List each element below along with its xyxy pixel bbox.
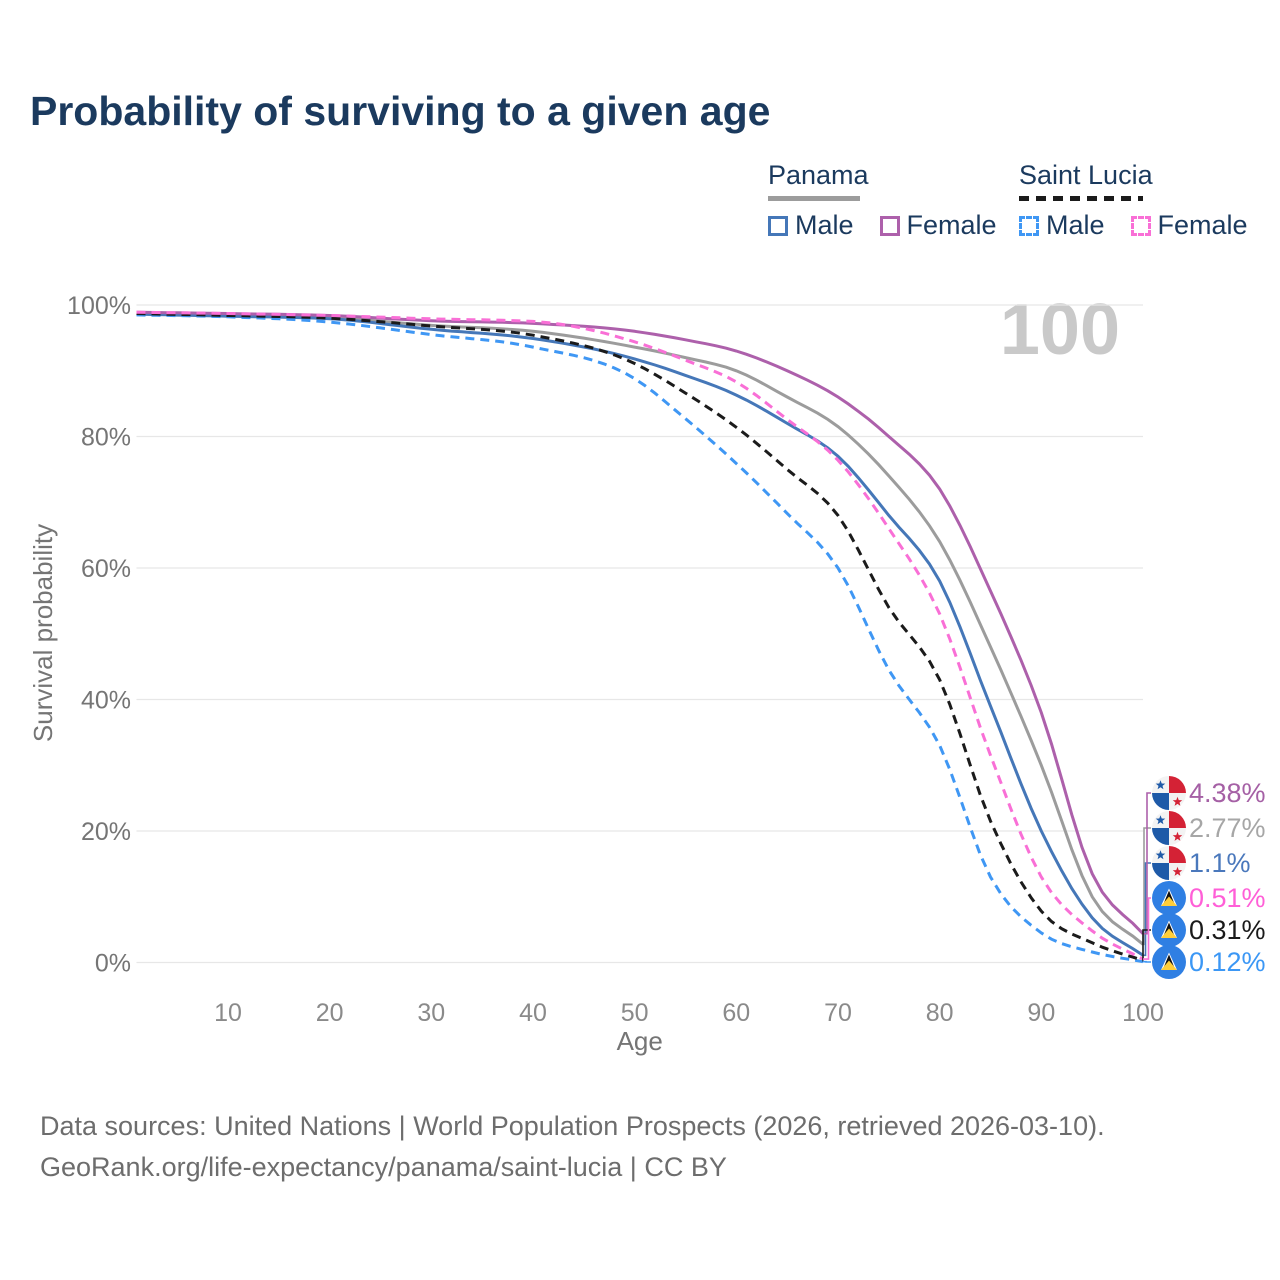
y-tick-label: 40% xyxy=(81,687,131,715)
footer-line-2: GeoRank.org/life-expectancy/panama/saint… xyxy=(40,1152,727,1182)
series-line-saint-lucia-female xyxy=(136,310,1144,961)
y-tick-label: 20% xyxy=(81,818,131,846)
legend-item-saint-lucia-female[interactable]: Female xyxy=(1130,210,1248,241)
legend-group-saint-lucia: Saint Lucia Male Female xyxy=(1019,160,1248,241)
series-line-saint-lucia-male xyxy=(136,313,1144,964)
legend-item-panama-male[interactable]: Male xyxy=(768,210,854,241)
x-tick-label: 90 xyxy=(1027,999,1055,1027)
y-tick-label: 80% xyxy=(81,424,131,452)
page-title: Probability of surviving to a given age xyxy=(30,88,771,134)
y-axis-title: Survival probability xyxy=(28,524,58,742)
x-tick-label: 50 xyxy=(621,999,649,1027)
legend-item-label: Male xyxy=(795,210,854,240)
label-connector xyxy=(1143,792,1151,935)
end-value-label: 0.31% xyxy=(1189,915,1266,945)
data-sources-footer: Data sources: United Nations | World Pop… xyxy=(40,1106,1105,1188)
end-value-label: 0.51% xyxy=(1189,883,1266,913)
legend-group-title: Panama xyxy=(768,160,869,190)
x-tick-label: 70 xyxy=(824,999,852,1027)
panama-flag-icon xyxy=(1152,776,1186,810)
y-tick-label: 100% xyxy=(67,292,131,320)
x-tick-label: 80 xyxy=(926,999,954,1027)
end-value-label: 1.1% xyxy=(1189,848,1251,878)
panama-flag-icon xyxy=(1152,846,1186,880)
legend-item-saint-lucia-male[interactable]: Male xyxy=(1019,210,1105,241)
end-value-label: 2.77% xyxy=(1189,813,1266,843)
label-connector xyxy=(1143,862,1151,957)
x-tick-label: 20 xyxy=(316,999,344,1027)
label-connector xyxy=(1143,897,1151,960)
age-watermark: 100 xyxy=(999,290,1120,370)
x-tick-label: 100 xyxy=(1122,999,1164,1027)
x-tick-label: 30 xyxy=(417,999,445,1027)
saint-lucia-both-line-swatch xyxy=(1019,196,1143,201)
x-tick-label: 60 xyxy=(722,999,750,1027)
saint-lucia-flag-icon xyxy=(1152,913,1186,947)
legend-item-label: Female xyxy=(906,210,997,240)
y-tick-label: 0% xyxy=(95,950,131,978)
panama-male-swatch-icon xyxy=(768,215,788,236)
footer-line-1: Data sources: United Nations | World Pop… xyxy=(40,1111,1105,1141)
series-line-panama-male xyxy=(136,312,1144,957)
saint-lucia-male-swatch-icon xyxy=(1019,215,1039,236)
legend-item-panama-female[interactable]: Female xyxy=(879,210,997,241)
legend-group-title: Saint Lucia xyxy=(1019,160,1153,190)
series-line-panama-both-sexes xyxy=(136,311,1144,946)
legend-item-label: Female xyxy=(1157,210,1248,240)
legend-group-panama: Panama Male Female xyxy=(768,160,997,241)
saint-lucia-female-swatch-icon xyxy=(1130,215,1151,236)
x-tick-label: 10 xyxy=(214,999,242,1027)
series-line-panama-female xyxy=(136,310,1145,935)
end-value-label: 0.12% xyxy=(1189,947,1266,977)
end-value-label: 4.38% xyxy=(1189,778,1266,808)
legend-item-label: Male xyxy=(1046,210,1105,240)
x-tick-label: 40 xyxy=(519,999,547,1027)
x-axis-title: Age xyxy=(617,1026,663,1056)
series-line-saint-lucia-both-sexes xyxy=(136,312,1144,962)
saint-lucia-flag-icon xyxy=(1152,881,1186,915)
panama-both-line-swatch xyxy=(768,196,860,201)
panama-flag-icon xyxy=(1152,811,1186,845)
y-tick-label: 60% xyxy=(81,555,131,583)
saint-lucia-flag-icon xyxy=(1152,945,1186,979)
panama-female-swatch-icon xyxy=(879,215,900,236)
